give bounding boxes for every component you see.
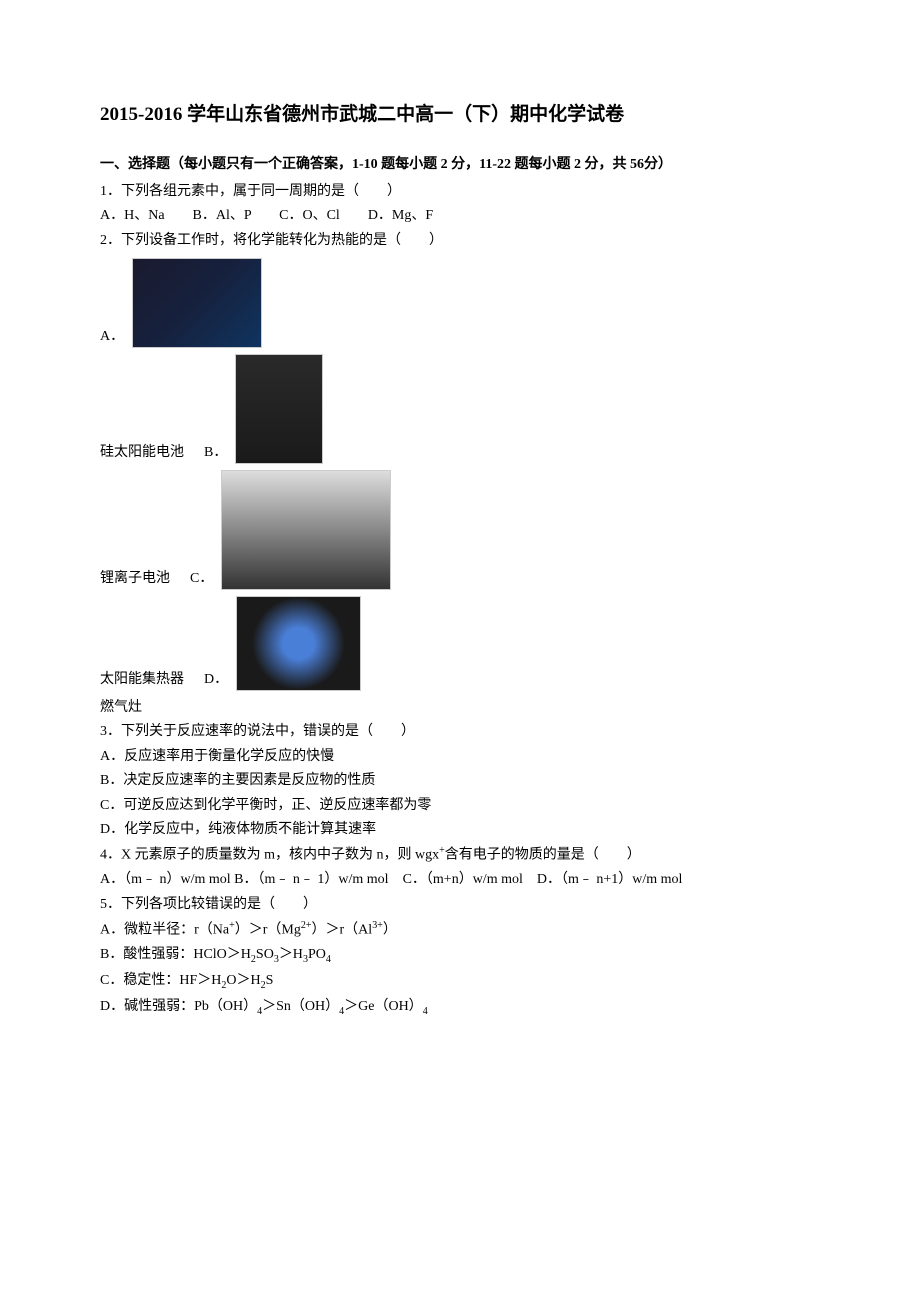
- section-header: 一、选择题（每小题只有一个正确答案，1-10 题每小题 2 分，11-22 题每…: [100, 154, 820, 176]
- exam-title: 2015-2016 学年山东省德州市武城二中高一（下）期中化学试卷: [100, 100, 820, 130]
- q5c-part1: C．稳定性：HF＞H: [100, 973, 221, 988]
- option-row-b: 硅太阳能电池 B．: [100, 354, 820, 464]
- question-1-options: A．H、Na B．Al、P C．O、Cl D．Mg、F: [100, 205, 820, 227]
- q5d-part2: ＞Sn（OH）: [262, 999, 339, 1014]
- question-3-opt-a: A．反应速率用于衡量化学反应的快慢: [100, 746, 820, 768]
- question-5-opt-b: B．酸性强弱：HClO＞H2SO3＞H3PO4: [100, 944, 820, 968]
- question-3-opt-d: D．化学反应中，纯液体物质不能计算其速率: [100, 819, 820, 841]
- q5a-part4: ）: [383, 923, 397, 938]
- question-3-opt-b: B．决定反应速率的主要因素是反应物的性质: [100, 770, 820, 792]
- option-row-a: A．: [100, 258, 820, 348]
- question-5-opt-d: D．碱性强弱：Pb（OH）4＞Sn（OH）4＞Ge（OH）4: [100, 996, 820, 1020]
- solar-heater-image: [221, 470, 391, 590]
- question-4-options: A．（m﹣ n）w/m mol B．（m﹣ n﹣ 1）w/m mol C．（m+…: [100, 869, 820, 891]
- q4-text-before: 4．X 元素原子的质量数为 m，核内中子数为 n，则 wgx: [100, 848, 439, 863]
- q5d-sub3: 4: [423, 1006, 428, 1017]
- q5c-part2: O＞H: [226, 973, 260, 988]
- battery-image: [235, 354, 323, 464]
- option-row-d: 太阳能集热器 D．: [100, 596, 820, 691]
- option-label-c: C．: [190, 568, 213, 590]
- caption-b: 锂离子电池: [100, 568, 170, 590]
- gas-stove-image: [236, 596, 361, 691]
- option-label-a: A．: [100, 326, 124, 348]
- question-4: 4．X 元素原子的质量数为 m，核内中子数为 n，则 wgx+含有电子的物质的量…: [100, 843, 820, 867]
- solar-panel-image: [132, 258, 262, 348]
- q5d-part3: ＞Ge（OH）: [344, 999, 423, 1014]
- question-5-opt-a: A．微粒半径：r（Na+）＞r（Mg2+）＞r（Al3+）: [100, 918, 820, 942]
- question-3: 3．下列关于反应速率的说法中，错误的是（ ）: [100, 721, 820, 743]
- option-label-d: D．: [204, 669, 228, 691]
- q5b-part3: ＞H: [279, 947, 303, 962]
- q5d-part1: D．碱性强弱：Pb（OH）: [100, 999, 257, 1014]
- caption-d: 燃气灶: [100, 697, 820, 719]
- q5a-part1: A．微粒半径：r（Na: [100, 923, 229, 938]
- question-2: 2．下列设备工作时，将化学能转化为热能的是（ ）: [100, 230, 820, 252]
- q5b-part2: SO: [256, 947, 274, 962]
- question-1: 1．下列各组元素中，属于同一周期的是（ ）: [100, 181, 820, 203]
- q5b-part4: PO: [308, 947, 326, 962]
- q5a-sup3: 3+: [372, 920, 383, 931]
- q4-text-after: 含有电子的物质的量是（ ）: [445, 848, 641, 863]
- q5b-part1: B．酸性强弱：HClO＞H: [100, 947, 251, 962]
- q5a-sup2: 2+: [301, 920, 312, 931]
- question-5-opt-c: C．稳定性：HF＞H2O＞H2S: [100, 970, 820, 994]
- caption-c: 太阳能集热器: [100, 669, 184, 691]
- question-3-opt-c: C．可逆反应达到化学平衡时，正、逆反应速率都为零: [100, 795, 820, 817]
- q5b-sub4: 4: [326, 954, 331, 965]
- q5a-part3: ）＞r（Al: [312, 923, 373, 938]
- option-row-c: 锂离子电池 C．: [100, 470, 820, 590]
- caption-a: 硅太阳能电池: [100, 442, 184, 464]
- question-5: 5．下列各项比较错误的是（ ）: [100, 894, 820, 916]
- q5a-part2: ）＞r（Mg: [235, 923, 301, 938]
- option-label-b: B．: [204, 442, 227, 464]
- q5c-part3: S: [266, 973, 274, 988]
